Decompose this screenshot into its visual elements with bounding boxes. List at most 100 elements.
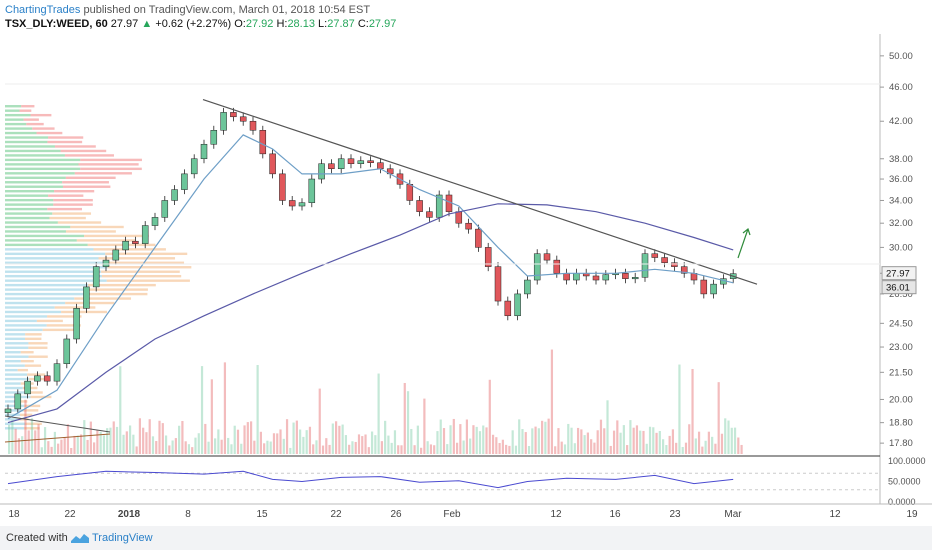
volume-bar [462,440,465,454]
candle-body [112,249,120,261]
price-tick-label: 17.80 [889,438,913,449]
volume-bar [73,435,76,454]
volume-profile-bar [5,122,27,126]
volume-bar [645,443,648,454]
volume-profile-bar [25,422,42,426]
candles [4,107,737,418]
price-tick-label: 32.00 [889,218,913,229]
volume-bar [508,445,511,454]
volume-bar [181,420,184,454]
volume-profile-bar [5,422,26,426]
price-tick-label: 20.00 [889,394,913,405]
candle-body [553,259,561,274]
candle-body [239,116,247,122]
volume-bar [465,419,468,454]
tradingview-brand[interactable]: TradingView [92,532,153,544]
volume-bar [164,435,168,454]
volume-profile-bar [5,301,66,305]
candle-body [504,300,512,317]
volume-profile-bar [87,283,156,287]
candle-body [514,293,521,317]
time-tick-label: 26 [390,509,402,520]
volume-bar [596,430,599,454]
candle-body [573,273,580,281]
volume-bar [573,443,576,454]
volume-profile-bar [47,140,83,144]
volume-bar [554,446,557,454]
volume-bar [518,419,521,454]
publish-info: published on TradingView.com, March 01, … [83,4,371,16]
volume-bar [495,437,498,454]
volume-bar [370,431,374,454]
volume-profile-bar [65,230,116,233]
volume-profile-bar [80,167,142,171]
high-label: H: [276,18,288,30]
volume-bar [737,437,740,454]
candle-body [181,173,188,190]
candle-body [622,273,629,279]
candle-body [92,266,100,288]
volume-profile-bar [5,109,20,112]
price-tick-label: 21.50 [889,367,913,378]
volume-bar [423,398,426,454]
volume-bar [442,428,446,454]
volume-profile-bar [5,127,33,130]
volume-bar [230,444,233,454]
volume-bar [328,444,331,454]
price-chart[interactable]: 100.0000 50.0000 0.0000 50.00 46.00 42.00 38.… [0,34,932,526]
volume-bar [197,433,200,454]
volume-bar [210,379,213,454]
volume-profile-bar [5,163,79,166]
volume-bar [321,445,325,454]
tradingview-logo-icon [71,534,89,543]
volume-bar [688,424,691,454]
volume-profile-bar [54,145,96,148]
volume-bar [63,437,66,454]
chart-header: ChartingTrades published on TradingView.… [0,0,932,34]
volume-bar [521,429,524,454]
time-tick-label: 16 [609,509,621,520]
volume-profile-bar [5,377,30,381]
volume-profile-bar [64,154,114,157]
volume-profile-bar [65,301,115,305]
volume-bar [717,382,720,454]
price-tick-label: 36.00 [889,174,913,185]
author-link[interactable]: ChartingTrades [5,4,81,16]
current-price-box [881,266,917,281]
volume-bars [8,349,743,454]
volume-bar [168,445,171,454]
volume-bar [269,441,272,454]
volume-profile-bar [24,364,42,367]
price-tick-label: 34.00 [889,195,913,206]
volume-bar [720,433,724,454]
volume-profile-bar [17,400,28,403]
volume-profile-bar [5,248,94,251]
volume-profile-bar [5,261,104,264]
volume-bar [681,446,684,454]
time-tick-label: Mar [724,509,742,520]
volume-bar [374,435,377,454]
candle-body [543,253,551,261]
fast-moving-average-line [7,134,734,420]
candle-body [710,283,717,295]
candle-body [671,262,678,267]
volume-profile-bar [48,194,84,197]
volume-bar [590,439,593,454]
volume-bar [138,418,141,454]
volume-profile-bar [5,427,25,430]
volume-profile-bar [5,342,29,345]
volume-profile-bar [48,136,84,139]
volume-bar [27,430,30,454]
volume-bar [603,428,606,454]
volume-profile-bar [28,355,48,358]
volume-bar [426,441,429,454]
volume-bar [66,424,70,454]
candle-body [141,225,149,244]
candle-body [83,286,90,309]
volume-bar [223,362,227,454]
volume-bar [714,443,717,454]
volume-bar [259,431,262,454]
volume-bar [214,438,217,454]
target-arrow-head [742,227,751,236]
volume-profile-bar [62,181,109,184]
